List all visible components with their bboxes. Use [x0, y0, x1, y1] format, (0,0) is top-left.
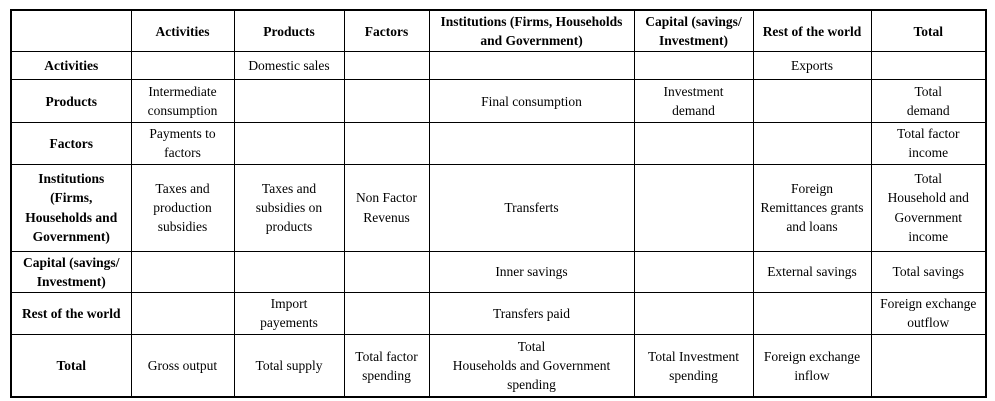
- row-header-activities: Activities: [10, 51, 132, 81]
- table-cell: Exports: [752, 51, 872, 81]
- row-header-factors: Factors: [10, 122, 132, 165]
- table-cell: [428, 122, 635, 165]
- table-cell: Transferts: [428, 163, 635, 252]
- row-header-total: Total: [10, 333, 132, 398]
- table-cell: [633, 122, 754, 165]
- table-cell: Transfers paid: [428, 291, 635, 335]
- table-cell: [752, 122, 872, 165]
- table-cell: Taxes and subsidies on products: [233, 163, 345, 252]
- table-cell: Investment demand: [633, 79, 754, 124]
- table-cell: [233, 122, 345, 165]
- table-cell: Import payements: [233, 291, 345, 335]
- table-cell: [233, 250, 345, 293]
- sam-structure-table: Activities Products Factors Institutions…: [10, 9, 987, 399]
- table-cell: [130, 291, 235, 335]
- table-row-factors: Factors Payments to factors Total factor…: [10, 122, 987, 165]
- table-cell: [233, 79, 345, 124]
- table-row-rest-of-world: Rest of the world Import payements Trans…: [10, 291, 987, 335]
- table-cell: [633, 250, 754, 293]
- table-cell: [633, 51, 754, 81]
- table-cell: Total factor spending: [343, 333, 430, 398]
- table-row-activities: Activities Domestic sales Exports: [10, 51, 987, 81]
- table-cell: Total savings: [870, 250, 987, 293]
- table-cell: Foreign Remittances grants and loans: [752, 163, 872, 252]
- table-row-capital: Capital (savings/ Investment) Inner savi…: [10, 250, 987, 293]
- col-header-products: Products: [233, 9, 345, 53]
- table-cell: [343, 51, 430, 81]
- col-header-rest-of-world: Rest of the world: [752, 9, 872, 53]
- table-cell: [343, 79, 430, 124]
- col-header-factors: Factors: [343, 9, 430, 53]
- table-cell: Gross output: [130, 333, 235, 398]
- table-cell: [428, 51, 635, 81]
- col-header-activities: Activities: [130, 9, 235, 53]
- col-header-capital: Capital (savings/ Investment): [633, 9, 754, 53]
- table-cell: Total supply: [233, 333, 345, 398]
- table-cell: Domestic sales: [233, 51, 345, 81]
- table-cell: Total factor income: [870, 122, 987, 165]
- table-cell: Total Household and Government income: [870, 163, 987, 252]
- table-cell: [343, 291, 430, 335]
- header-row: Activities Products Factors Institutions…: [10, 9, 987, 53]
- table-cell: Foreign exchange inflow: [752, 333, 872, 398]
- table-cell: Total demand: [870, 79, 987, 124]
- col-header-total: Total: [870, 9, 987, 53]
- table-cell: [343, 250, 430, 293]
- table-cell: Foreign exchange outflow: [870, 291, 987, 335]
- table-cell: Inner savings: [428, 250, 635, 293]
- table-row-total: Total Gross output Total supply Total fa…: [10, 333, 987, 398]
- row-header-capital: Capital (savings/ Investment): [10, 250, 132, 293]
- table-cell: [633, 163, 754, 252]
- table-cell: [343, 122, 430, 165]
- table-cell: [752, 291, 872, 335]
- table-cell: [870, 51, 987, 81]
- table-cell: Taxes and production subsidies: [130, 163, 235, 252]
- table-cell: [633, 291, 754, 335]
- col-header-institutions: Institutions (Firms, Households and Gove…: [428, 9, 635, 53]
- table-cell: [130, 51, 235, 81]
- table-cell: Total Investment spending: [633, 333, 754, 398]
- table-cell: External savings: [752, 250, 872, 293]
- table-cell: Final consumption: [428, 79, 635, 124]
- corner-cell: [10, 9, 132, 53]
- row-header-products: Products: [10, 79, 132, 124]
- table-cell: [130, 250, 235, 293]
- table-cell: Intermediate consumption: [130, 79, 235, 124]
- table-cell: [752, 79, 872, 124]
- row-header-rest-of-world: Rest of the world: [10, 291, 132, 335]
- table-cell: Total Households and Government spending: [428, 333, 635, 398]
- table-row-institutions: Institutions (Firms, Households and Gove…: [10, 163, 987, 252]
- table-cell: [870, 333, 987, 398]
- table-cell: Non Factor Revenus: [343, 163, 430, 252]
- row-header-institutions: Institutions (Firms, Households and Gove…: [10, 163, 132, 252]
- table-row-products: Products Intermediate consumption Final …: [10, 79, 987, 124]
- table-cell: Payments to factors: [130, 122, 235, 165]
